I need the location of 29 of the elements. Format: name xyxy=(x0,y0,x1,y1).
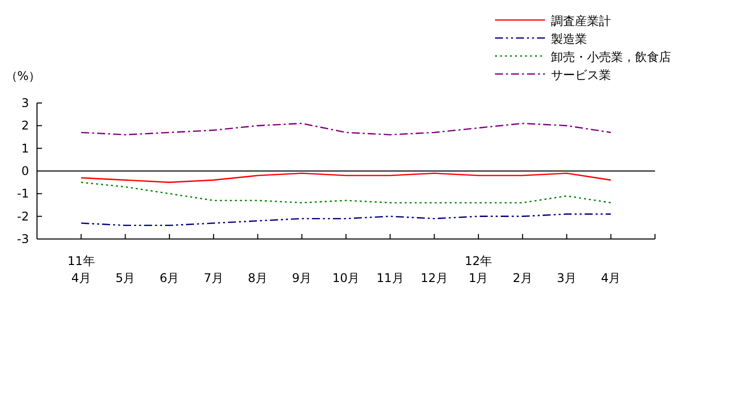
y-axis-title: （%） xyxy=(5,69,41,83)
x-tick-label: 9月 xyxy=(292,271,312,285)
legend-label: 調査産業計 xyxy=(551,14,611,28)
y-tick-label: -3 xyxy=(17,232,29,246)
y-tick-label: 3 xyxy=(21,96,29,110)
line-series xyxy=(80,172,612,183)
y-tick-label: -1 xyxy=(17,186,29,201)
x-tick-label: 12年 1月 xyxy=(464,254,492,285)
y-tick-label: 1 xyxy=(21,141,29,156)
x-tick-label: 11年 4月 xyxy=(68,254,95,285)
x-tick-label: 5月 xyxy=(115,271,136,285)
y-tick-label: 2 xyxy=(21,118,29,133)
y-tick-label: 0 xyxy=(21,164,29,178)
x-tick-label: 8月 xyxy=(248,271,268,285)
line-series xyxy=(80,213,612,226)
x-tick-label: 6月 xyxy=(160,271,180,285)
x-tick-label: 7月 xyxy=(204,271,224,285)
x-tick-label: 4月 xyxy=(601,271,621,285)
legend-label: 卸売・小売業，飲食店 xyxy=(551,50,671,64)
y-tick-label: -2 xyxy=(17,209,29,224)
x-tick-label: 12月 xyxy=(420,271,448,285)
x-tick-label: 10月 xyxy=(332,271,360,285)
x-tick-label: 2月 xyxy=(512,271,532,285)
line-series xyxy=(80,182,612,204)
line-series xyxy=(80,122,612,136)
x-tick-label: 3月 xyxy=(556,271,577,285)
legend-label: 製造業 xyxy=(551,32,587,46)
x-tick-label: 11月 xyxy=(376,271,404,285)
legend-label: サービス業 xyxy=(551,68,611,82)
